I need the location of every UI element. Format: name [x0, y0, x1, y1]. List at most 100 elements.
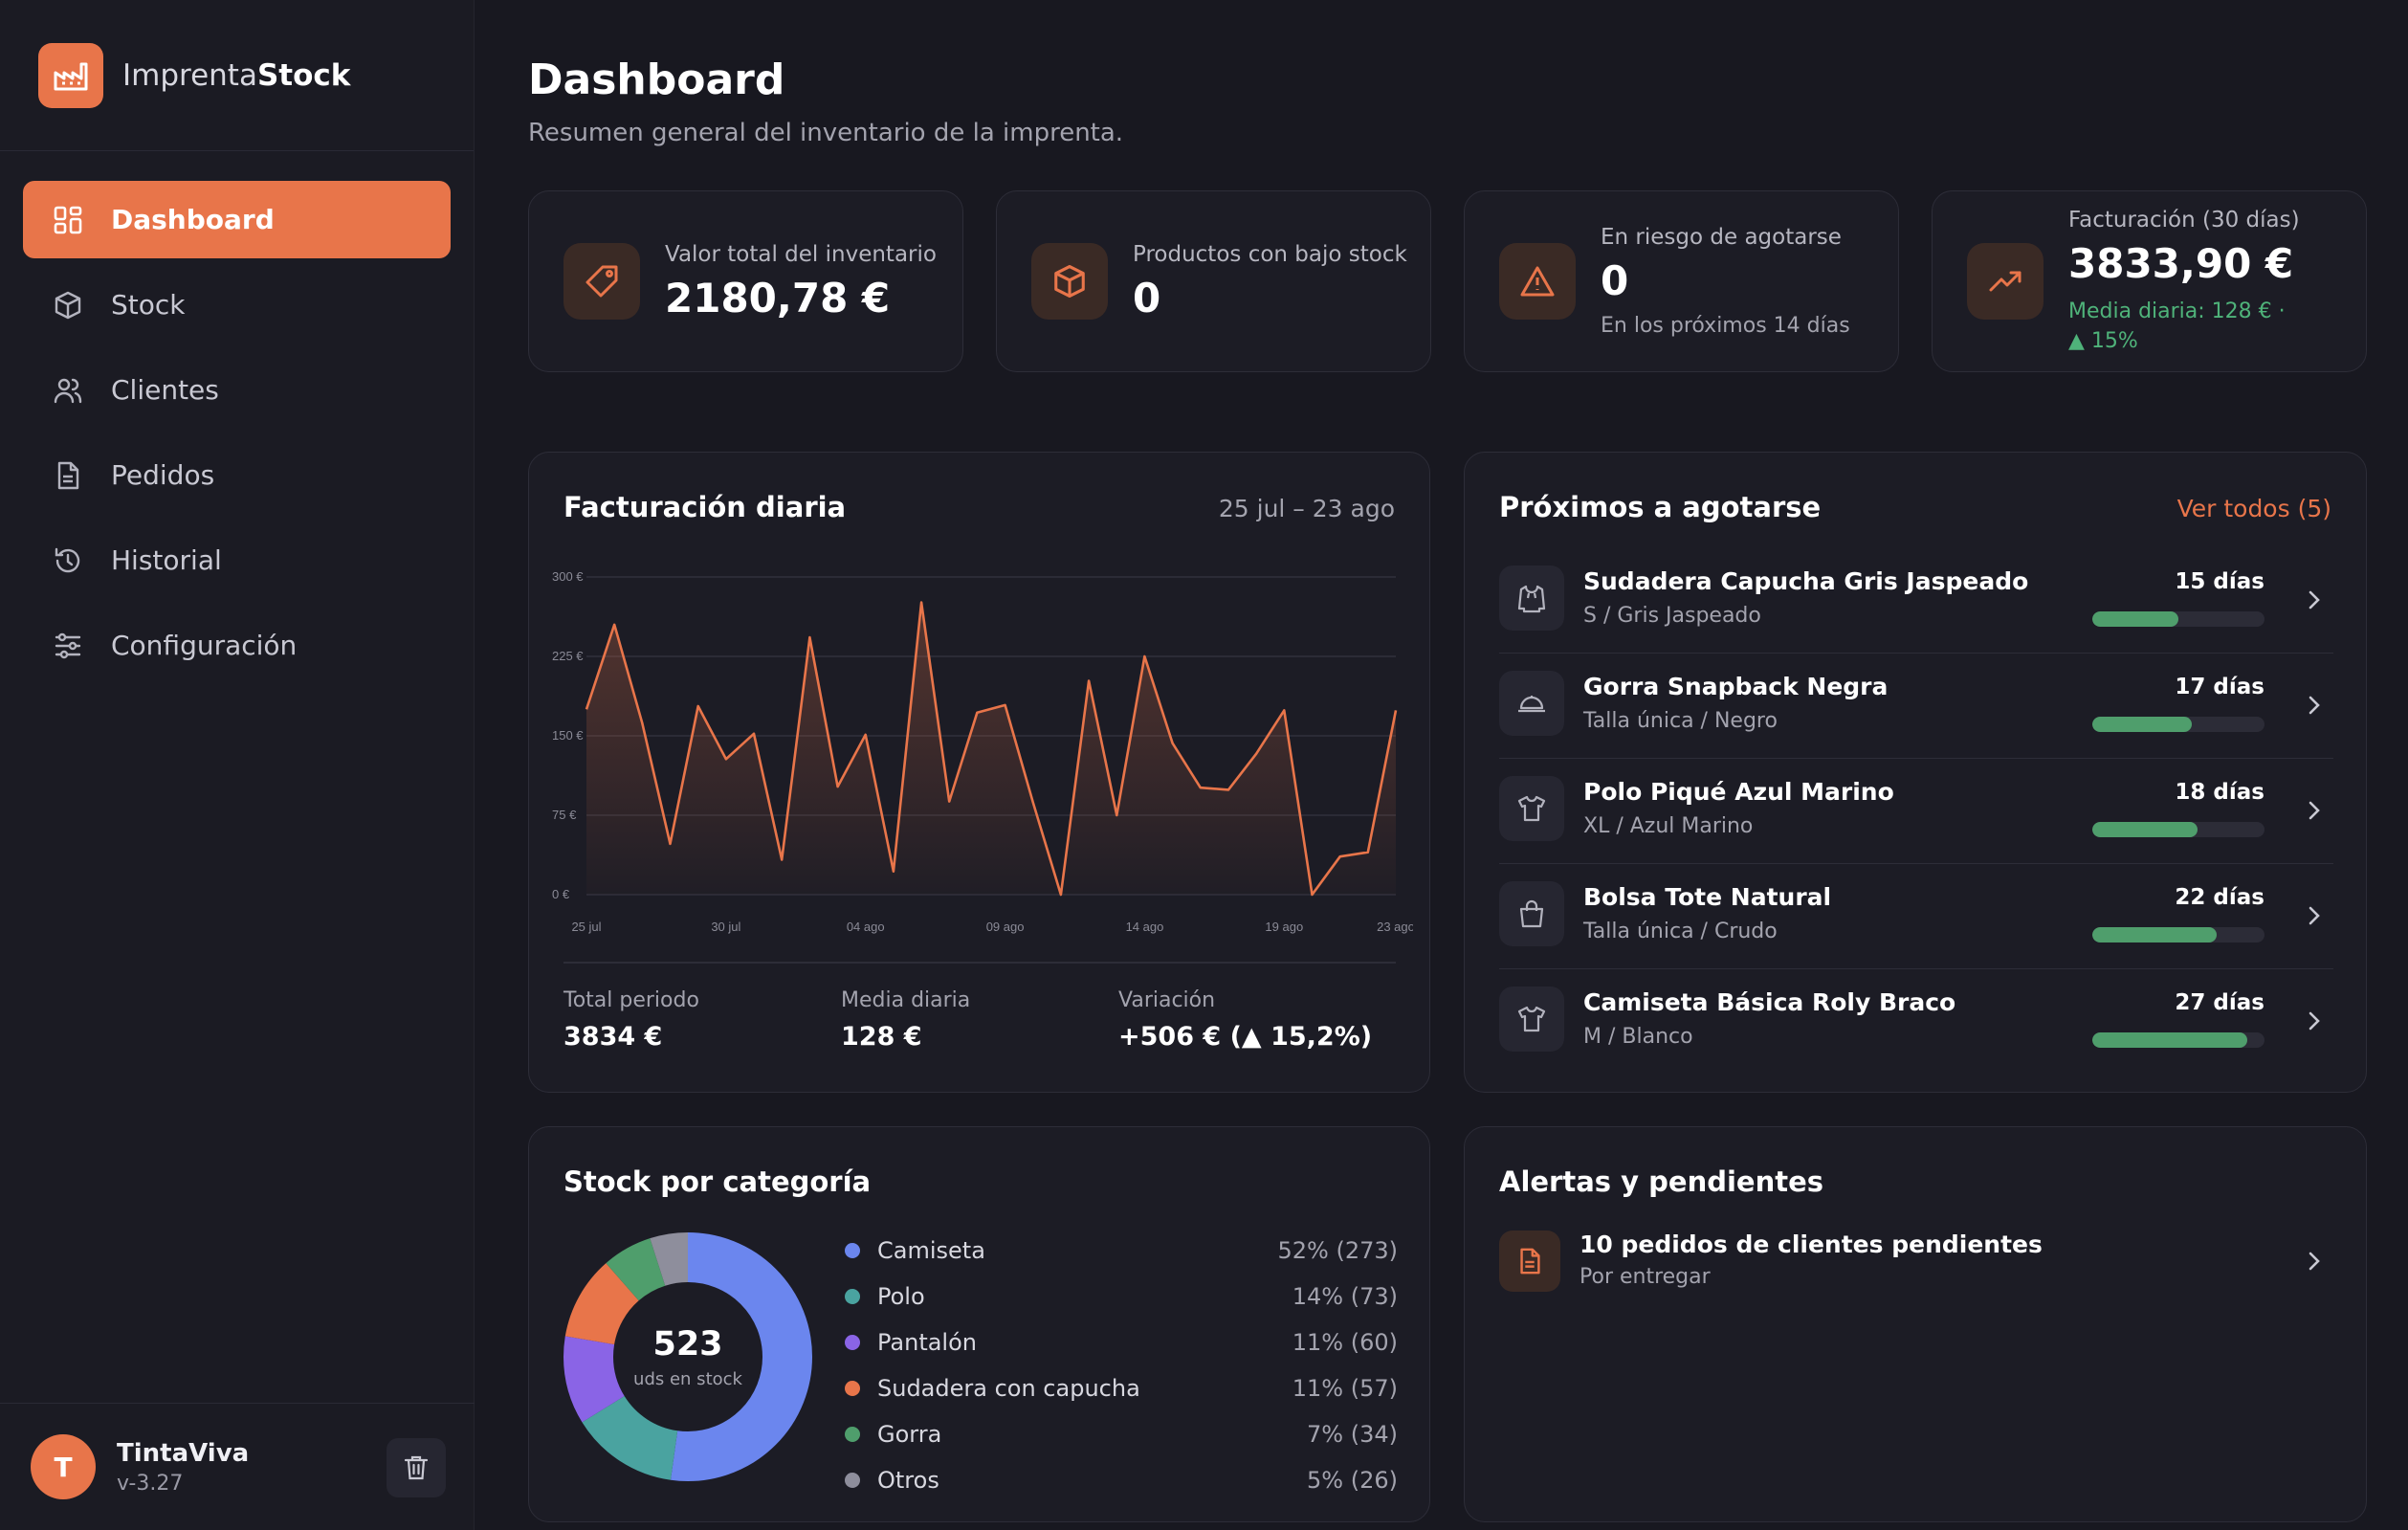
y-tick-label: 225 € [552, 649, 584, 663]
avatar[interactable]: T [31, 1434, 96, 1499]
card-title: Facturación diaria [563, 491, 847, 523]
tag-icon [563, 243, 640, 320]
days-remaining: 15 días [2175, 569, 2264, 594]
list-item[interactable]: Polo Piqué Azul Marino XL / Azul Marino … [1499, 759, 2333, 864]
dashboard-icon [52, 204, 84, 236]
sidebar-item-dashboard[interactable]: Dashboard [23, 181, 451, 258]
stock-total: 523 [652, 1324, 723, 1364]
legend-value: 11% (57) [1292, 1375, 1398, 1402]
legend-value: 52% (273) [1277, 1237, 1398, 1264]
stat-average: Media diaria 128 € [841, 988, 1118, 1052]
product-name: Sudadera Capucha Gris Jaspeado [1583, 567, 2029, 595]
stock-level-bar [2092, 927, 2264, 942]
delete-button[interactable] [387, 1438, 446, 1497]
x-tick-label: 23 ago [1377, 920, 1413, 934]
kpi-card-low-stock: Productos con bajo stock 0 [996, 190, 1431, 372]
cap-icon [1499, 671, 1564, 736]
sidebar-item-clientes[interactable]: Clientes [23, 351, 451, 429]
sidebar-item-label: Historial [111, 544, 222, 576]
sidebar: ImprentaStock Dashboard Stock Clientes P… [0, 0, 475, 1530]
kpi-value: 2180,78 € [665, 274, 891, 322]
x-tick-label: 30 jul [711, 920, 740, 934]
shirt-icon [1499, 776, 1564, 841]
donut-slice [563, 1232, 812, 1481]
legend-label: Camiseta [877, 1237, 985, 1264]
kpi-label: En riesgo de agotarse [1601, 225, 1842, 250]
document-icon [1499, 1231, 1560, 1292]
series-line [585, 601, 1398, 897]
trash-icon [404, 1455, 429, 1480]
chevron-right-icon [2309, 1011, 2320, 1031]
kpi-note: Media diaria: 128 € · ▲ 15% [2068, 299, 2286, 353]
kpi-label: Productos con bajo stock [1133, 241, 1407, 267]
list-item[interactable]: Bolsa Tote Natural Talla única / Crudo 2… [1499, 864, 2333, 969]
list-item[interactable]: Sudadera Capucha Gris Jaspeado S / Gris … [1499, 548, 2333, 654]
list-item[interactable]: Camiseta Básica Roly Braco M / Blanco 27… [1499, 969, 2333, 1075]
legend-dot [845, 1381, 860, 1396]
kpi-label: Valor total del inventario [665, 241, 937, 267]
stock-by-category-card: Stock por categoría 523 uds en stock Cam… [528, 1126, 1430, 1522]
chevron-right-icon [2309, 801, 2320, 820]
product-name: Camiseta Básica Roly Braco [1583, 988, 1956, 1016]
upcoming-stockout-card: Próximos a agotarse Ver todos (5) Sudade… [1464, 452, 2367, 1093]
x-tick-label: 25 jul [571, 920, 601, 934]
alert-item[interactable]: 10 pedidos de clientes pendientes Por en… [1499, 1223, 2333, 1299]
card-title: Próximos a agotarse [1499, 491, 1822, 523]
sliders-icon [52, 630, 84, 662]
sidebar-item-stock[interactable]: Stock [23, 266, 451, 344]
brand[interactable]: ImprentaStock [0, 0, 474, 151]
sidebar-item-pedidos[interactable]: Pedidos [23, 436, 451, 514]
divider [563, 962, 1396, 964]
stock-level-fill [2092, 822, 2198, 837]
alerts-card: Alertas y pendientes 10 pedidos de clien… [1464, 1126, 2367, 1522]
product-name: Bolsa Tote Natural [1583, 883, 1832, 911]
legend-value: 5% (26) [1307, 1467, 1398, 1494]
page-title: Dashboard [528, 55, 785, 104]
stat-label: Variación [1118, 988, 1216, 1012]
users-icon [52, 374, 84, 407]
product-variant: Talla única / Crudo [1583, 920, 1778, 943]
y-tick-label: 150 € [552, 728, 584, 743]
stat-value: 128 € [841, 1022, 922, 1052]
series-area [586, 602, 1396, 895]
legend-dot [845, 1335, 860, 1350]
days-remaining: 22 días [2175, 885, 2264, 910]
kpi-card-at-risk: En riesgo de agotarse 0 En los próximos … [1464, 190, 1899, 372]
app-version: v-3.27 [117, 1471, 184, 1496]
product-variant: M / Blanco [1583, 1025, 1693, 1049]
days-remaining: 17 días [2175, 675, 2264, 699]
stat-label: Total periodo [563, 988, 699, 1012]
legend-item: Sudadera con capucha 11% (57) [845, 1365, 1398, 1411]
product-variant: Talla única / Negro [1583, 709, 1778, 733]
chevron-right-icon [2309, 906, 2320, 925]
stat-variation: Variación +506 € (▲ 15,2%) [1118, 988, 1396, 1052]
category-donut-chart [563, 1232, 812, 1481]
sidebar-item-historial[interactable]: Historial [23, 521, 451, 599]
stock-level-fill [2092, 927, 2217, 942]
sidebar-item-configuracion[interactable]: Configuración [23, 607, 451, 684]
list-item[interactable]: Gorra Snapback Negra Talla única / Negro… [1499, 654, 2333, 759]
x-tick-label: 04 ago [847, 920, 885, 934]
hoodie-icon [1499, 565, 1564, 631]
legend-dot [845, 1243, 860, 1258]
legend-item: Gorra 7% (34) [845, 1411, 1398, 1457]
stat-label: Media diaria [841, 988, 971, 1012]
card-title: Alertas y pendientes [1499, 1165, 1824, 1198]
legend-dot [845, 1427, 860, 1442]
box-icon [52, 289, 84, 322]
days-remaining: 18 días [2175, 780, 2264, 805]
x-tick-label: 19 ago [1265, 920, 1303, 934]
chevron-right-icon [2309, 696, 2320, 715]
kpi-value: 0 [1133, 274, 1161, 322]
product-name: Gorra Snapback Negra [1583, 673, 1889, 700]
view-all-link[interactable]: Ver todos (5) [2176, 495, 2331, 522]
stock-level-bar [2092, 1032, 2264, 1048]
sidebar-item-label: Clientes [111, 374, 219, 406]
stock-level-bar [2092, 611, 2264, 627]
alert-title: 10 pedidos de clientes pendientes [1580, 1231, 2043, 1258]
kpi-value: 0 [1601, 257, 1629, 304]
donut-center: 523 uds en stock [563, 1232, 812, 1481]
kpi-value: 3833,90 € [2068, 239, 2294, 287]
chevron-right-icon [2309, 590, 2320, 610]
sidebar-nav: Dashboard Stock Clientes Pedidos Histori… [0, 151, 474, 684]
